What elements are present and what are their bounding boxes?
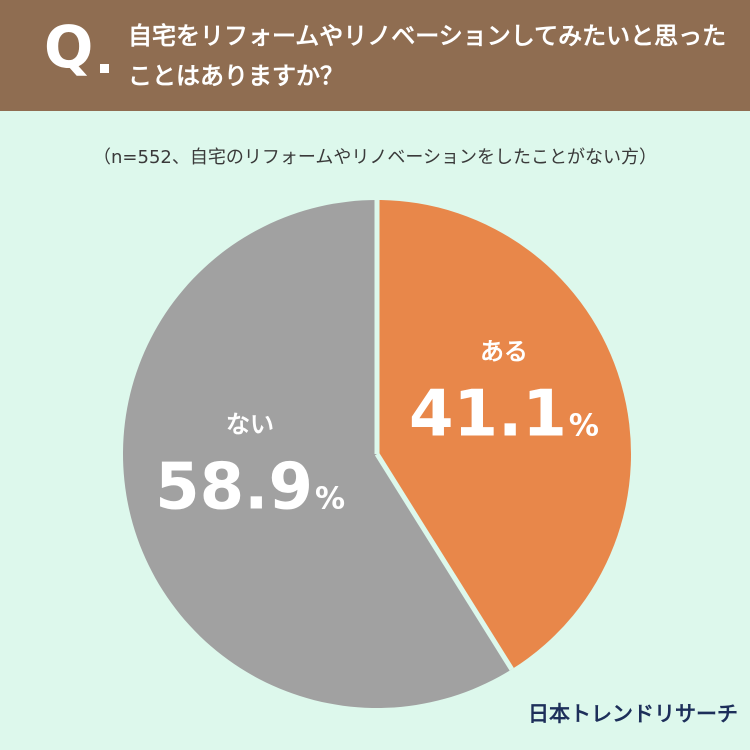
slice-label-1: ある bbox=[480, 338, 528, 366]
header-banner: Q 自宅をリフォームやリノベーションしてみたいと思ったことはありますか？ bbox=[0, 0, 750, 111]
q-dot bbox=[100, 64, 109, 73]
sample-note: （n=552、自宅のリフォームやリノベーションをしたことがない方） bbox=[93, 147, 657, 168]
slice-separator-2 bbox=[374, 452, 514, 671]
q-mark: Q bbox=[44, 13, 94, 81]
slice-label-2: ない bbox=[226, 410, 274, 438]
pie-slice-2 bbox=[122, 200, 512, 708]
slice-value-2: 58.9% bbox=[155, 450, 345, 524]
question-text: 自宅をリフォームやリノベーションしてみたいと思ったことはありますか？ bbox=[128, 22, 727, 90]
brand-logo: 日本トレンドリサーチ bbox=[528, 702, 738, 726]
slice-value-1: 41.1% bbox=[409, 378, 599, 452]
